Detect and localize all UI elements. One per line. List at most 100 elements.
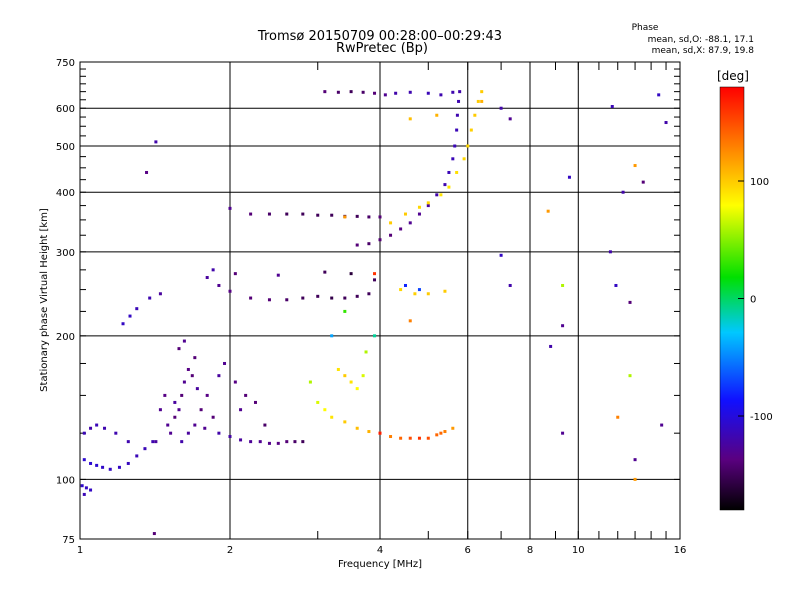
- echo-point: [89, 426, 93, 430]
- echo-point: [389, 221, 393, 225]
- echo-point: [267, 212, 271, 216]
- echo-point: [343, 296, 347, 300]
- echo-point: [193, 356, 197, 360]
- echo-point: [349, 272, 353, 276]
- echo-point: [466, 144, 470, 148]
- echo-point: [499, 253, 503, 257]
- echo-point: [330, 334, 334, 338]
- echo-point: [108, 467, 112, 471]
- echo-point: [426, 201, 430, 205]
- echo-point: [426, 292, 430, 296]
- echo-point: [82, 431, 86, 435]
- echo-point: [417, 436, 421, 440]
- echo-point: [458, 90, 462, 94]
- echo-point: [323, 408, 327, 412]
- echo-point: [330, 296, 334, 300]
- echo-point: [228, 289, 232, 293]
- echo-point: [301, 440, 305, 444]
- echo-point: [128, 314, 132, 318]
- echo-point: [177, 408, 181, 412]
- x-tick-label: 10: [572, 545, 585, 556]
- echo-point: [499, 106, 503, 110]
- echo-point: [443, 289, 447, 293]
- echo-point: [367, 242, 371, 246]
- echo-point: [95, 423, 99, 427]
- echo-point: [180, 393, 184, 397]
- x-tick-label: 8: [527, 545, 533, 556]
- echo-point: [145, 170, 149, 174]
- echo-point: [435, 193, 439, 197]
- echo-point: [148, 296, 152, 300]
- echo-point: [403, 283, 407, 287]
- echo-point: [621, 190, 625, 194]
- echo-point: [203, 426, 207, 430]
- echo-point: [378, 238, 382, 242]
- echo-point: [330, 213, 334, 217]
- echo-point: [316, 213, 320, 217]
- x-tick-label: 4: [377, 545, 383, 556]
- y-tick-label: 100: [56, 475, 75, 486]
- echo-point: [349, 380, 353, 384]
- echo-point: [451, 90, 455, 94]
- echo-point: [426, 91, 430, 95]
- echo-point: [608, 250, 612, 254]
- echo-point: [633, 477, 637, 481]
- echo-point: [135, 454, 139, 458]
- echo-point: [343, 420, 347, 424]
- echo-point: [355, 214, 359, 218]
- x-tick-label: 16: [674, 545, 687, 556]
- echo-point: [435, 113, 439, 117]
- echo-point: [101, 465, 105, 469]
- echo-point: [308, 380, 312, 384]
- echo-point: [233, 380, 237, 384]
- echo-point: [660, 423, 664, 427]
- echo-point: [508, 117, 512, 121]
- echo-point: [117, 465, 121, 469]
- echo-point: [182, 380, 186, 384]
- echo-point: [378, 215, 382, 219]
- echo-point: [80, 484, 84, 488]
- echo-point: [561, 324, 565, 328]
- echo-point: [217, 431, 221, 435]
- echo-point: [399, 227, 403, 231]
- echo-point: [233, 272, 237, 276]
- echo-point: [426, 436, 430, 440]
- echo-point: [469, 128, 473, 132]
- echo-point: [457, 99, 461, 103]
- echo-point: [361, 374, 365, 378]
- echo-point: [163, 393, 167, 397]
- echo-point: [417, 205, 421, 209]
- y-tick-label: 600: [56, 104, 75, 115]
- echo-point: [549, 344, 553, 348]
- echo-point: [373, 272, 377, 276]
- echo-point: [336, 90, 340, 94]
- echo-point: [336, 367, 340, 371]
- echo-point: [383, 93, 387, 97]
- echo-point: [361, 90, 365, 94]
- echo-point: [561, 431, 565, 435]
- echo-points: [80, 90, 668, 536]
- echo-point: [443, 183, 447, 187]
- echo-point: [508, 283, 512, 287]
- echo-point: [169, 431, 173, 435]
- chart-grid: [80, 62, 680, 539]
- colorbar-ticks: 100 0 -100: [738, 177, 773, 423]
- echo-point: [199, 408, 203, 412]
- echo-point: [186, 367, 190, 371]
- echo-point: [84, 486, 88, 490]
- colorbar-tick-label: -100: [750, 412, 773, 423]
- y-tick-label: 500: [56, 142, 75, 153]
- echo-point: [417, 288, 421, 292]
- phase-o-stats: mean, sd,O: -88.1, 17.1: [648, 35, 754, 45]
- echo-point: [239, 408, 243, 412]
- echo-point: [82, 458, 86, 462]
- chart-title: Tromsø 20150709 00:28:00–00:29:43: [257, 29, 502, 44]
- echo-point: [316, 400, 320, 404]
- echo-point: [373, 334, 377, 338]
- echo-point: [355, 426, 359, 430]
- colorbar-tick-label: 100: [750, 177, 769, 188]
- echo-point: [343, 215, 347, 219]
- y-tick-label: 750: [56, 58, 75, 69]
- y-tick-label: 75: [62, 535, 75, 546]
- echo-point: [367, 430, 371, 434]
